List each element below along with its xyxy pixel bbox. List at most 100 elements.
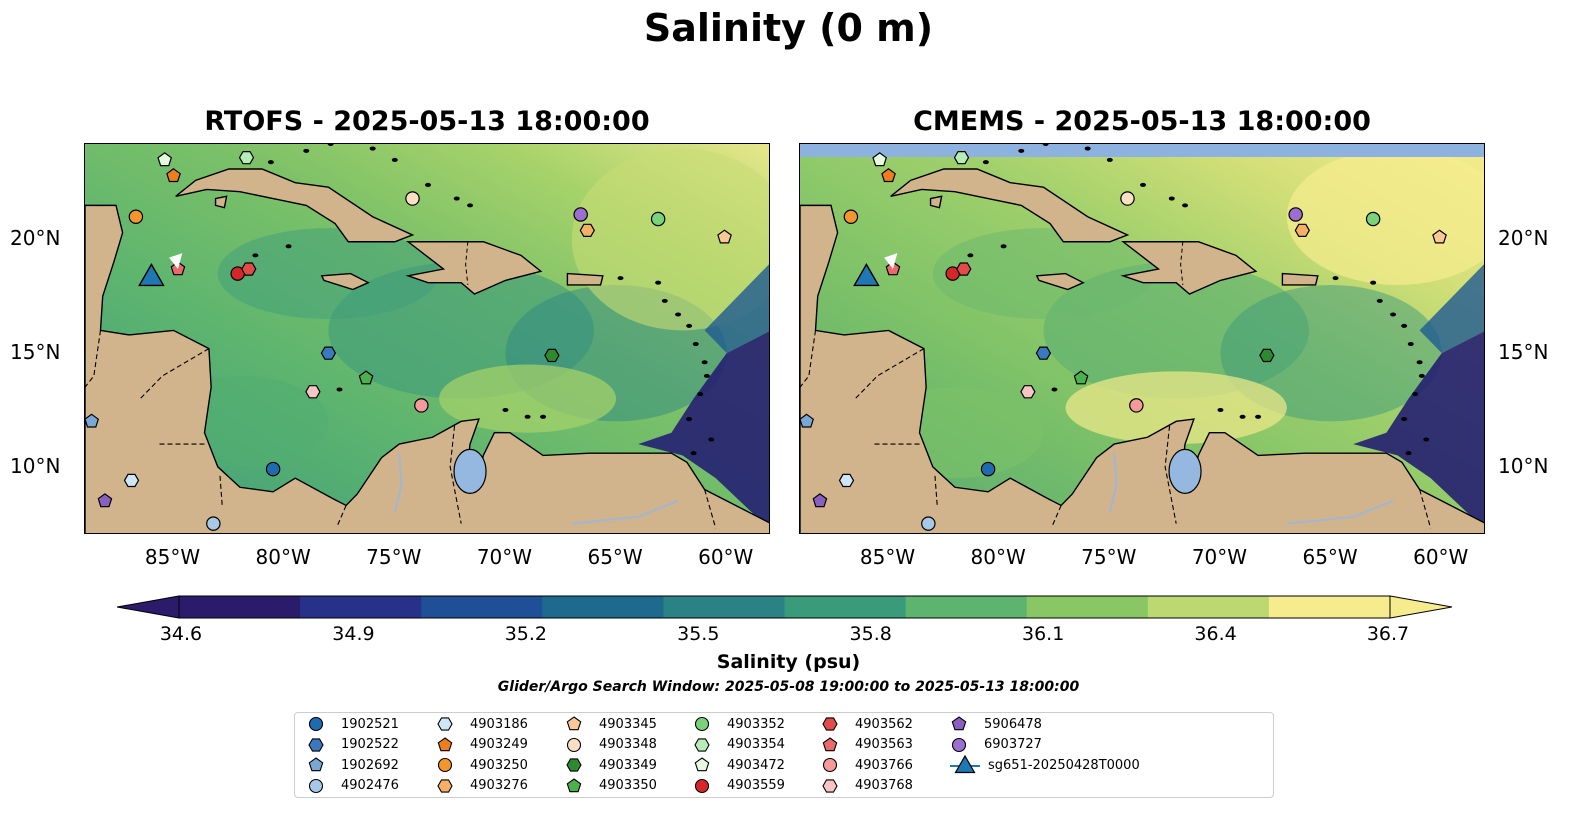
float-legend-icon	[822, 717, 838, 731]
colorbar-segment	[1268, 596, 1391, 618]
float-legend-icon	[566, 777, 582, 792]
legend-label: 4902476	[341, 778, 399, 793]
colorbar-segment	[663, 596, 785, 618]
colorbar-tick-label: 34.6	[159, 623, 203, 645]
rtofs-map-panel[interactable]	[84, 143, 770, 534]
legend-label: 4903348	[599, 737, 657, 752]
colorbar-segment	[1147, 596, 1270, 618]
float-marker-4903276	[1294, 223, 1310, 238]
legend-item: 4903349	[565, 755, 657, 775]
legend-item: 4903472	[693, 755, 785, 775]
lon-tick-label: 70°W	[1191, 545, 1248, 569]
legend-label: 4903472	[727, 757, 785, 773]
lon-tick-label: 70°W	[476, 545, 533, 569]
glider-marker	[138, 262, 165, 287]
legend-item: 4903563	[821, 735, 913, 755]
lat-tick-label: 15°N	[1498, 340, 1549, 365]
colorbar-segment	[542, 596, 664, 618]
float-legend-icon	[308, 778, 324, 793]
rtofs-map-title: RTOFS - 2025-05-13 18:00:00	[204, 106, 650, 137]
cmems-salinity-map	[800, 144, 1484, 533]
float-legend-icon	[308, 757, 324, 772]
colorbar-segment	[1026, 596, 1149, 618]
colorbar-tick-label: 36.1	[1021, 623, 1065, 645]
float-marker-4903249	[166, 168, 181, 183]
float-legend-icon	[822, 736, 838, 751]
legend-item: 4903276	[436, 776, 528, 796]
colorbar-segment	[905, 596, 1028, 618]
legend-item: 4903768	[821, 776, 913, 796]
rtofs-salinity-map	[85, 144, 769, 533]
lon-tick-label: 65°W	[1302, 545, 1358, 569]
colorbar-tick-label: 34.9	[332, 623, 375, 645]
float-marker-4903352	[1365, 211, 1381, 227]
float-marker-1902522	[1035, 346, 1052, 360]
lon-tick-label: 75°W	[1081, 545, 1137, 569]
float-marker-4903768	[1020, 385, 1036, 399]
float-marker-4903349	[544, 348, 560, 363]
colorbar-segment	[179, 596, 301, 618]
lat-tick-label: 20°N	[10, 226, 61, 251]
lon-tick-label: 60°W	[698, 545, 754, 569]
float-legend-icon	[694, 757, 710, 772]
legend-item: 4903250	[436, 755, 528, 775]
float-marker-4903276	[579, 223, 595, 238]
legend-item: 4903345	[565, 714, 657, 734]
float-legend-icon	[694, 716, 710, 732]
legend-item: 4903766	[821, 755, 913, 775]
salinity-colorbar	[117, 595, 1452, 619]
legend-label: 4903345	[599, 716, 657, 732]
colorbar-tick-label: 35.8	[849, 623, 892, 645]
float-legend-icon	[694, 778, 710, 793]
legend-item: 1902692	[307, 755, 399, 775]
float-marker-4903345	[717, 229, 732, 244]
legend-item: 4903249	[436, 735, 528, 755]
legend-label: 1902692	[341, 757, 399, 773]
float-legend-icon	[951, 716, 967, 731]
float-marker-4903350	[1073, 370, 1089, 385]
legend-label: 6903727	[984, 737, 1042, 752]
legend: 1902521 1902522 1902692 4902476 4903186 49032…	[294, 712, 1274, 798]
search-window-note: Glider/Argo Search Window: 2025-05-08 19…	[497, 679, 1080, 695]
cmems-map-panel[interactable]	[799, 143, 1485, 534]
float-marker-4903349	[1259, 348, 1275, 363]
float-marker-4903766	[414, 398, 429, 413]
legend-label: 4903249	[470, 737, 528, 752]
float-marker-1902692	[800, 413, 815, 428]
float-marker-6903727	[1288, 207, 1303, 222]
lon-tick-label: 80°W	[970, 545, 1026, 569]
legend-label: 4903559	[727, 778, 785, 793]
float-legend-icon	[308, 716, 324, 732]
colorbar-segment	[784, 596, 907, 618]
lat-tick-label: 20°N	[1498, 226, 1549, 251]
float-marker-5906478	[812, 493, 828, 508]
float-marker-4903350	[358, 370, 374, 385]
float-marker-4903250	[128, 209, 144, 224]
float-marker-4903186	[838, 473, 855, 488]
float-marker-4902476	[206, 516, 221, 531]
float-marker-4903562	[956, 262, 972, 276]
lon-tick-label: 65°W	[587, 545, 643, 569]
legend-item: sg651-20250428T0000	[950, 755, 1140, 775]
float-legend-icon	[822, 778, 838, 793]
float-marker-1902521	[980, 461, 996, 477]
float-marker-4903562	[241, 262, 257, 276]
float-legend-icon	[566, 758, 582, 772]
float-marker-4903352	[650, 211, 666, 227]
legend-label: 4903768	[855, 778, 913, 793]
float-marker-4903472	[872, 152, 888, 167]
colorbar-tick-label: 35.5	[677, 623, 720, 645]
legend-item: 4903352	[693, 714, 785, 734]
glider-marker	[853, 262, 880, 287]
float-marker-4903348	[405, 191, 420, 206]
legend-item: 4903348	[565, 735, 657, 755]
float-legend-icon	[437, 757, 453, 773]
float-legend-icon	[951, 737, 967, 752]
legend-item: 4903559	[693, 776, 785, 796]
legend-label: 5906478	[984, 716, 1042, 732]
legend-label: 4903562	[855, 716, 913, 732]
float-marker-1902522	[320, 346, 337, 360]
legend-item: 4903186	[436, 714, 528, 734]
colorbar-tick-label: 36.4	[1194, 623, 1237, 645]
lat-tick-label: 10°N	[10, 453, 61, 478]
